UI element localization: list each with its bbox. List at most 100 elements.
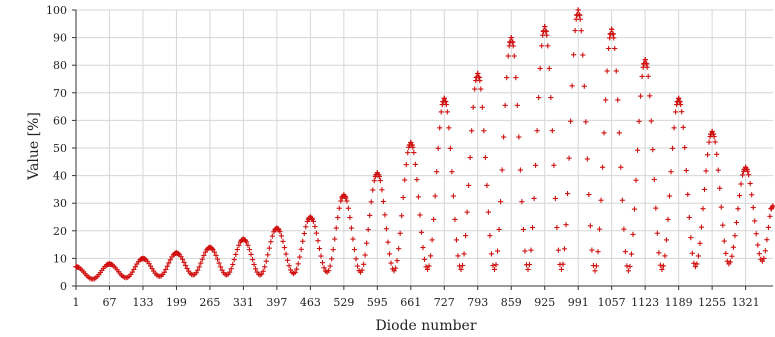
data-point bbox=[493, 262, 499, 268]
y-tick-label: 90 bbox=[53, 32, 67, 45]
data-point bbox=[694, 261, 700, 267]
data-point bbox=[715, 167, 721, 173]
data-point bbox=[354, 263, 361, 269]
y-tick-label: 70 bbox=[53, 87, 67, 100]
data-point bbox=[659, 266, 665, 273]
data-point bbox=[692, 264, 698, 270]
data-point bbox=[691, 260, 697, 266]
data-point bbox=[481, 128, 487, 134]
data-point bbox=[746, 172, 752, 178]
data-point bbox=[762, 248, 768, 254]
data-point bbox=[246, 246, 253, 253]
data-point bbox=[689, 250, 695, 256]
data-point bbox=[434, 169, 440, 175]
data-point bbox=[739, 172, 746, 178]
data-point bbox=[405, 150, 411, 156]
data-point bbox=[738, 181, 744, 187]
data-point bbox=[262, 264, 268, 270]
x-tick-label: 1189 bbox=[665, 296, 693, 309]
data-point bbox=[624, 263, 630, 269]
data-point bbox=[313, 230, 320, 236]
data-point bbox=[526, 261, 533, 268]
data-point bbox=[680, 124, 686, 130]
data-point bbox=[411, 149, 417, 156]
data-point bbox=[418, 229, 425, 235]
x-tick-label: 793 bbox=[467, 296, 488, 309]
data-point bbox=[315, 238, 321, 244]
x-tick-labels: 1 67 133 199 265 331 397 463 529 595 661 727 793 859 9… bbox=[73, 296, 760, 309]
data-point bbox=[131, 266, 137, 273]
data-point bbox=[444, 109, 450, 115]
data-point bbox=[584, 156, 590, 162]
data-point bbox=[638, 93, 644, 99]
data-point bbox=[333, 225, 339, 231]
data-point bbox=[602, 97, 609, 103]
data-point bbox=[627, 263, 633, 270]
data-point bbox=[443, 101, 449, 108]
data-point bbox=[650, 147, 656, 153]
data-point bbox=[461, 251, 467, 257]
data-point bbox=[421, 256, 428, 262]
data-point bbox=[213, 252, 219, 259]
data-point bbox=[625, 268, 632, 274]
data-point bbox=[348, 225, 355, 231]
data-point bbox=[329, 256, 335, 262]
data-point bbox=[245, 242, 251, 248]
x-tick-label: 397 bbox=[266, 296, 287, 309]
data-point bbox=[380, 198, 387, 205]
data-point bbox=[184, 265, 190, 272]
data-point bbox=[710, 131, 716, 137]
data-point bbox=[755, 242, 761, 248]
data-point bbox=[555, 247, 562, 253]
data-point bbox=[717, 185, 723, 191]
data-point bbox=[467, 154, 473, 161]
y-tick-label: 30 bbox=[53, 197, 67, 210]
data-point bbox=[303, 224, 309, 230]
data-point bbox=[511, 53, 517, 59]
data-point bbox=[759, 258, 765, 264]
data-point bbox=[747, 180, 753, 187]
data-point bbox=[343, 195, 349, 201]
data-point bbox=[539, 43, 545, 49]
data-point bbox=[431, 216, 437, 223]
data-point bbox=[651, 176, 657, 183]
data-point bbox=[392, 265, 399, 271]
data-point bbox=[657, 262, 663, 268]
data-point bbox=[578, 28, 584, 34]
data-point bbox=[179, 256, 186, 262]
data-point bbox=[388, 260, 394, 266]
x-tick-label: 67 bbox=[102, 296, 116, 309]
data-point bbox=[129, 269, 135, 275]
data-point bbox=[752, 218, 758, 224]
data-point bbox=[301, 230, 307, 237]
data-point bbox=[350, 236, 356, 242]
data-point bbox=[367, 212, 373, 219]
data-point bbox=[660, 263, 667, 269]
data-point bbox=[242, 238, 249, 244]
data-point bbox=[462, 233, 469, 239]
data-point bbox=[666, 193, 673, 199]
x-tick-label: 265 bbox=[199, 296, 220, 309]
data-point bbox=[249, 256, 256, 263]
data-point bbox=[449, 169, 455, 175]
data-point bbox=[532, 162, 539, 168]
data-point bbox=[552, 195, 558, 202]
data-point bbox=[628, 251, 635, 257]
data-point bbox=[132, 264, 138, 270]
data-point bbox=[647, 93, 653, 99]
data-point bbox=[336, 205, 342, 211]
data-point bbox=[338, 198, 344, 204]
data-point bbox=[575, 7, 581, 13]
data-point bbox=[745, 168, 751, 174]
data-point bbox=[704, 152, 711, 158]
data-point bbox=[695, 253, 702, 259]
data-point bbox=[618, 164, 624, 170]
data-point bbox=[499, 167, 505, 173]
data-point bbox=[564, 191, 571, 197]
data-point bbox=[167, 257, 173, 263]
data-point bbox=[475, 70, 481, 77]
data-point bbox=[561, 246, 568, 252]
data-point bbox=[749, 192, 755, 198]
data-point bbox=[551, 162, 557, 168]
